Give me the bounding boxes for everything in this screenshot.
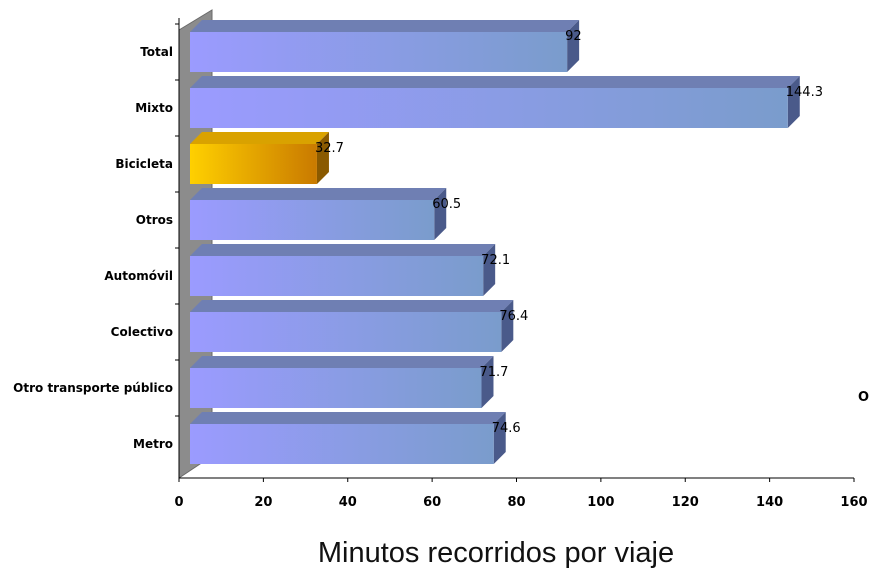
bar <box>190 132 329 184</box>
bar-top-face <box>190 76 800 88</box>
bar-front-face <box>190 256 484 296</box>
bar-top-face <box>190 356 494 368</box>
category-label: Bicicleta <box>115 157 173 171</box>
bar-top-face <box>190 244 496 256</box>
data-label: 144.3 <box>786 85 823 100</box>
category-label: Automóvil <box>104 269 173 283</box>
bar <box>190 76 800 128</box>
bar-side-face <box>434 188 447 240</box>
bar-front-face <box>190 144 317 184</box>
bar-side-face <box>316 132 329 184</box>
x-tick-label: 60 <box>423 495 441 510</box>
category-label: Otro transporte público <box>13 381 173 395</box>
category-label: Colectivo <box>111 325 173 339</box>
x-tick-label: 80 <box>507 495 525 510</box>
stray-label: O <box>858 390 869 405</box>
category-label: Total <box>140 45 173 59</box>
bar-side-face <box>483 244 496 296</box>
x-tick-label: 140 <box>756 495 783 510</box>
data-label: 92 <box>565 29 582 44</box>
bar-side-face <box>567 20 580 72</box>
bar-side-face <box>493 412 506 464</box>
bar-front-face <box>190 200 435 240</box>
x-tick-label: 0 <box>174 495 183 510</box>
bar-front-face <box>190 312 502 352</box>
category-label: Metro <box>133 437 173 451</box>
x-tick-label: 160 <box>840 495 867 510</box>
x-tick-label: 20 <box>254 495 272 510</box>
x-tick-label: 120 <box>672 495 699 510</box>
bar-top-face <box>190 300 514 312</box>
data-label: 74.6 <box>492 421 521 436</box>
data-label: 60.5 <box>432 197 461 212</box>
bar-top-face <box>190 132 329 144</box>
bar-front-face <box>190 424 494 464</box>
bar <box>190 356 494 408</box>
data-label: 32.7 <box>315 141 344 156</box>
x-tick-label: 40 <box>339 495 357 510</box>
x-tick-label: 100 <box>587 495 614 510</box>
category-label: Mixto <box>135 101 173 115</box>
x-axis-title: Minutos recorridos por viaje <box>318 537 674 569</box>
bar <box>190 20 580 72</box>
bar <box>190 244 496 296</box>
bar-top-face <box>190 412 506 424</box>
bar-top-face <box>190 20 580 32</box>
bar-side-face <box>501 300 514 352</box>
data-label: 71.7 <box>479 365 508 380</box>
bar-side-face <box>481 356 494 408</box>
data-label: 72.1 <box>481 253 510 268</box>
bar <box>190 300 514 352</box>
bar-top-face <box>190 188 447 200</box>
bar-front-face <box>190 32 568 72</box>
bar <box>190 188 447 240</box>
data-label: 76.4 <box>499 309 528 324</box>
category-label: Otros <box>136 213 173 227</box>
bar-front-face <box>190 88 788 128</box>
bar <box>190 412 506 464</box>
bar-front-face <box>190 368 482 408</box>
bar-side-face <box>787 76 800 128</box>
